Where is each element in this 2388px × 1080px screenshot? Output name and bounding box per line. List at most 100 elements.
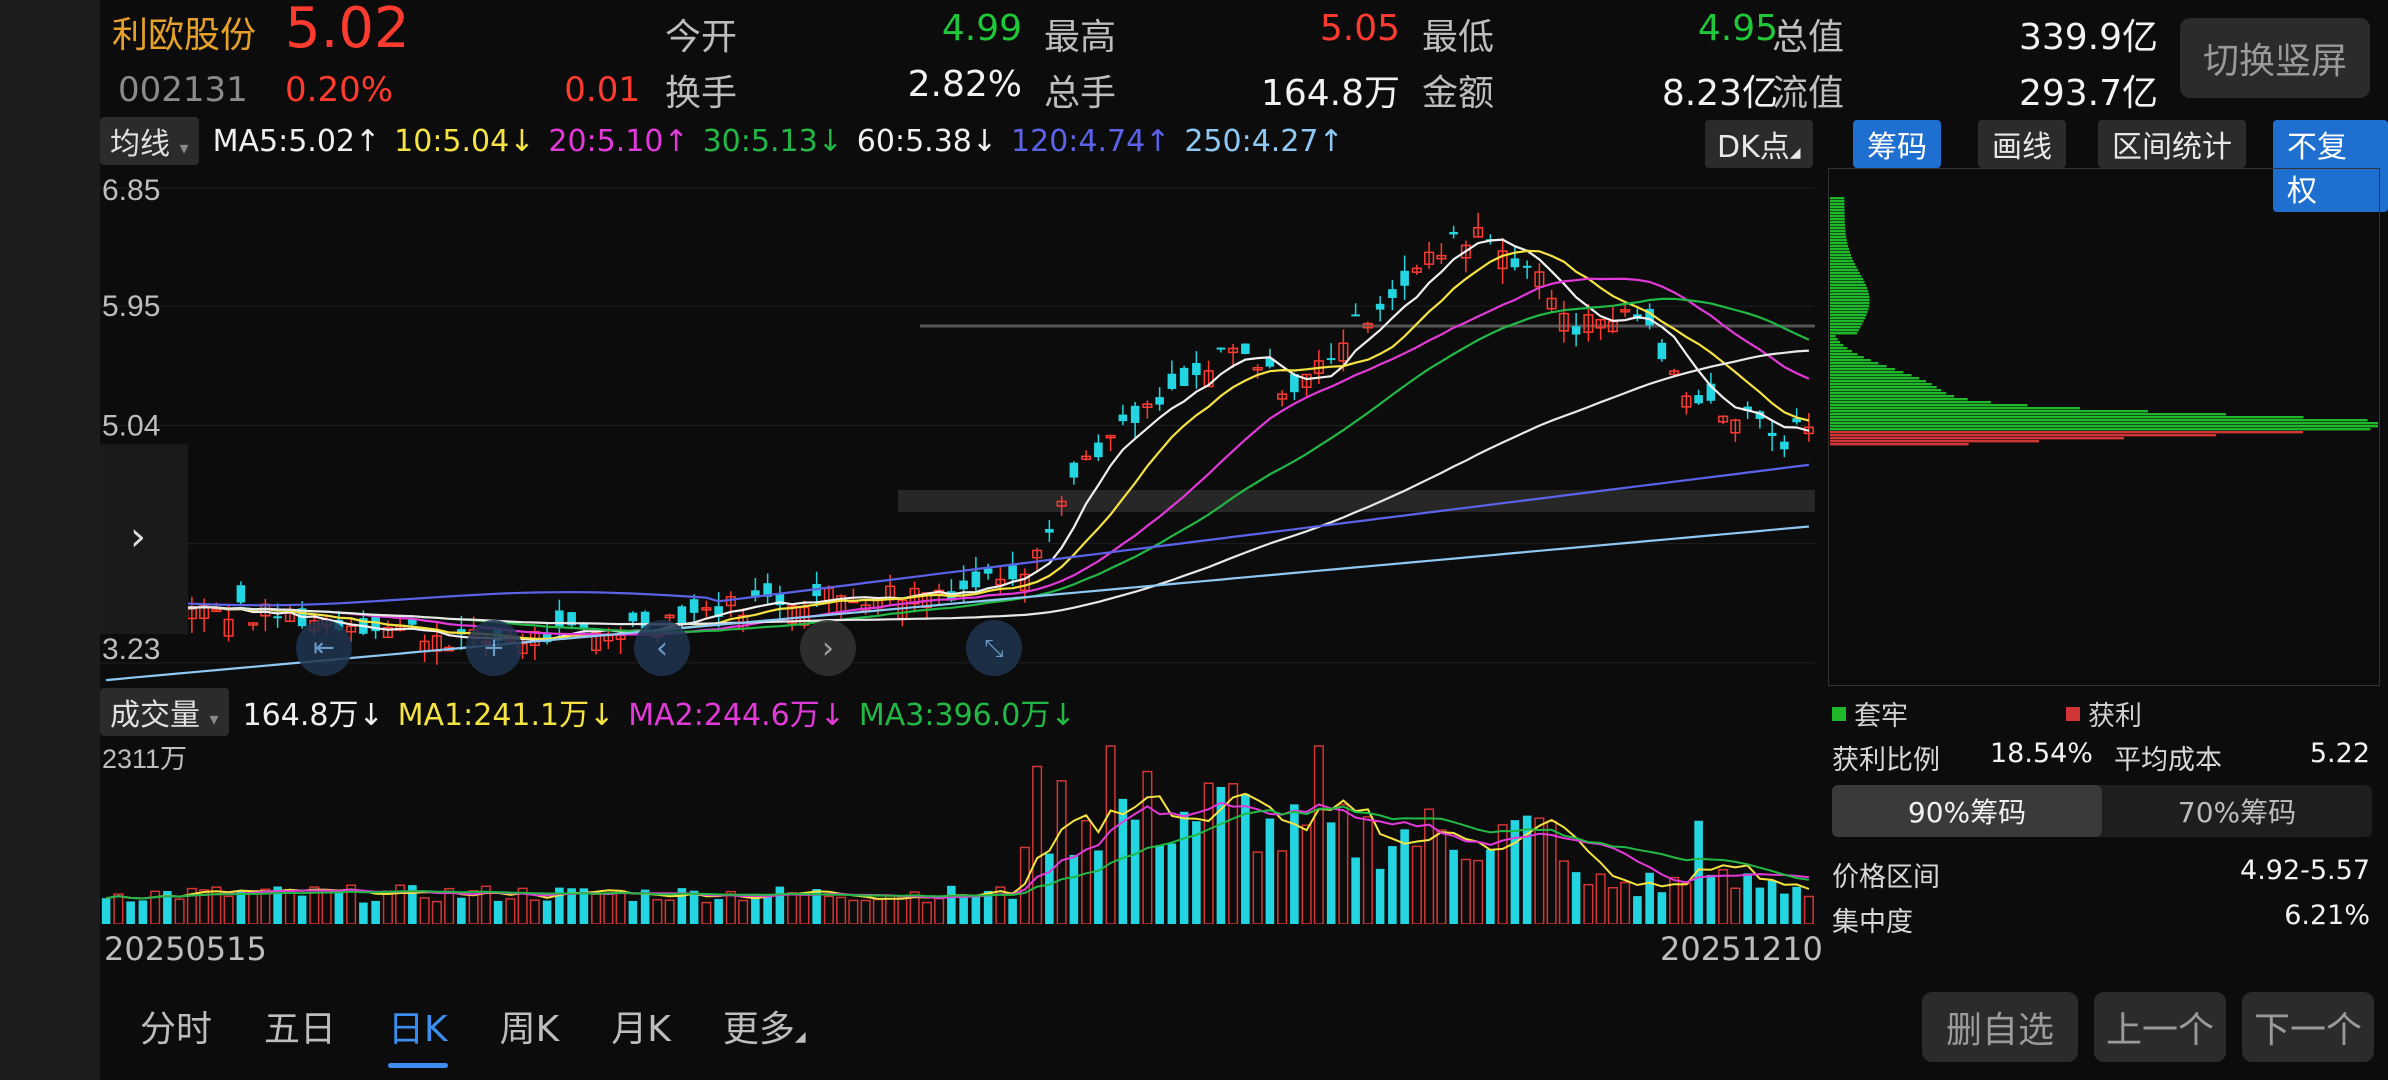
candle-body (1032, 549, 1043, 559)
volume-indicator-row: 成交量 ▾ 164.8万↓ MA1:241.1万↓ MA2:244.6万↓ MA… (100, 688, 1076, 736)
tab-intraday[interactable]: 分时 (140, 1009, 213, 1050)
zoom-out-icon[interactable]: ⇤ (296, 620, 352, 676)
price-range-label: 价格区间 (1832, 862, 1940, 893)
tab-weekly-k[interactable]: 周K (499, 1009, 560, 1050)
volume-bar (603, 892, 614, 924)
candle-body (211, 608, 222, 613)
volume-bar (1045, 853, 1054, 924)
chip-bar (1830, 350, 1852, 353)
candle-body (1595, 318, 1606, 329)
current-price: 5.02 (285, 0, 410, 61)
vol-ma1-line (105, 792, 1810, 900)
candle-body (1780, 441, 1789, 450)
candle-body (1583, 314, 1594, 333)
tab-monthly-k[interactable]: 月K (611, 1009, 671, 1050)
volume-bar (186, 887, 197, 924)
volume-bar (615, 889, 626, 924)
dk-point-button[interactable]: DK点◢ (1705, 120, 1813, 168)
candle-body (1105, 434, 1116, 439)
quote-label-low: 最低 (1422, 17, 1495, 58)
side-panel-toggle[interactable]: › (100, 444, 188, 634)
candle-body (1192, 362, 1201, 376)
chip-bar (1830, 203, 1845, 206)
chip-70-tab[interactable]: 70%筹码 (2177, 796, 2297, 829)
chip-bar (1830, 416, 2304, 419)
chip-bar (1830, 422, 2378, 425)
candle-body (1522, 265, 1532, 268)
candle-body (1277, 393, 1288, 400)
volume-bar (419, 897, 430, 924)
volume-bar (640, 889, 650, 924)
ma60-line (105, 349, 1809, 626)
volume-bar (848, 899, 859, 924)
volume-bar (1449, 849, 1458, 924)
tab-five-day[interactable]: 五日 (264, 1009, 337, 1050)
range-stats-button[interactable]: 区间统计 (2098, 120, 2246, 168)
chip-bar (1830, 299, 1870, 302)
draw-line-button[interactable]: 画线 (1978, 120, 2066, 168)
volume-chart[interactable]: 2311万 (100, 738, 1815, 924)
tab-daily-k[interactable]: 日K (388, 1000, 448, 1068)
volume-bar (947, 885, 956, 924)
next-icon[interactable]: › (800, 620, 856, 676)
volume-bar (1008, 898, 1017, 924)
remove-favorite-button[interactable]: 删自选 (1922, 992, 2078, 1062)
chip-90-tab[interactable]: 90%筹码 (1832, 785, 2102, 837)
quote-label-mktcap: 总值 (1772, 17, 1845, 58)
volume-bar (1155, 845, 1164, 924)
volume-bar (1755, 887, 1765, 924)
profit-ratio-label: 获利比例 (1832, 745, 1940, 776)
candle-body (1338, 342, 1349, 362)
volume-bar (273, 886, 282, 924)
chip-bar (1830, 197, 1845, 200)
chip-bar (1830, 362, 1879, 365)
chip-bar (1830, 290, 1869, 293)
candle-body (1252, 366, 1263, 371)
candle-body (1081, 455, 1092, 460)
ma20-line (105, 277, 1810, 636)
rotate-screen-button[interactable]: 切换竖屏 (2180, 18, 2370, 98)
chip-bar (1830, 344, 1844, 347)
candle-body (457, 629, 466, 635)
collapse-icon[interactable]: ⤡ (966, 620, 1022, 676)
period-tabs: 分时 五日 日K 周K 月K 更多◢ (140, 1000, 806, 1068)
legend-swatch (1832, 706, 1846, 721)
prev-icon[interactable]: ‹ (634, 620, 690, 676)
concentration-label: 集中度 (1832, 907, 1913, 938)
ma120-line (106, 463, 1810, 607)
tab-more[interactable]: 更多◢ (722, 1009, 806, 1050)
volume-bar (628, 900, 638, 924)
candle-body (1558, 312, 1569, 332)
chip-button[interactable]: 筹码 (1853, 120, 1941, 168)
candle-body (1510, 258, 1520, 268)
volume-bar (652, 899, 663, 924)
no-adjust-button[interactable]: 不复权 (2273, 120, 2388, 212)
volume-bar (1375, 868, 1385, 924)
candle-body (1620, 309, 1631, 313)
chip-frame (1828, 168, 2380, 686)
candle-body (555, 610, 564, 628)
volume-bar (163, 890, 172, 924)
volume-selector[interactable]: 成交量 ▾ (100, 688, 229, 736)
chip-bar (1830, 434, 2217, 437)
previous-stock-button[interactable]: 上一个 (2094, 992, 2226, 1062)
volume-bar (1743, 873, 1752, 924)
chip-bar (1830, 401, 1991, 404)
chip-bar (1830, 425, 2378, 428)
next-stock-button[interactable]: 下一个 (2242, 992, 2374, 1062)
volume-bar (995, 886, 1006, 924)
volume-bar (1558, 860, 1569, 924)
candle-body (1045, 528, 1054, 533)
ma-selector[interactable]: 均线 ▾ (100, 117, 199, 165)
chip-bar (1830, 383, 1932, 386)
volume-bar (1400, 829, 1409, 924)
kline-chart[interactable]: 6.855.955.044.143.23 (100, 168, 1815, 686)
ma120-value: 120:4.74↑ (1011, 123, 1171, 159)
chip-bar (1830, 356, 1864, 359)
move-icon[interactable]: + (466, 620, 522, 676)
quote-value-turnover: 2.82% (907, 64, 1022, 105)
chip-bar (1830, 380, 1926, 383)
candle-body (408, 619, 417, 625)
candle-body (714, 606, 723, 617)
volume-bar (1326, 822, 1336, 924)
